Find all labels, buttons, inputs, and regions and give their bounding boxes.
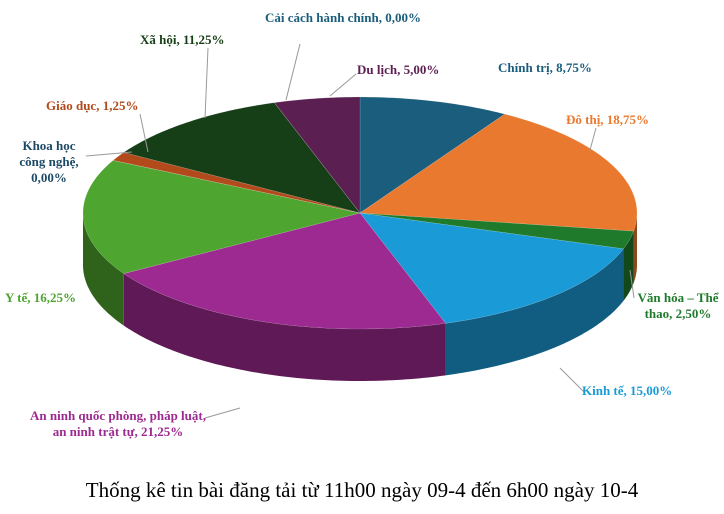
data-label: Cải cách hành chính, 0,00%	[264, 10, 422, 25]
slice-side	[445, 248, 624, 376]
slice-side	[623, 231, 634, 301]
leader-line	[85, 151, 133, 157]
leader-line	[559, 367, 585, 393]
data-label: Văn hóa – Thể thao, 2,50%	[637, 290, 719, 321]
leader-line	[285, 43, 301, 101]
data-label: Đô thị, 18,75%	[566, 112, 650, 127]
slice	[359, 96, 506, 214]
slice-side	[123, 273, 446, 381]
data-label: Khoa học công nghệ, 0,00%	[19, 138, 79, 185]
leader-line	[329, 73, 357, 97]
leader-line	[204, 47, 209, 119]
slice	[359, 212, 634, 250]
data-label: Du lịch, 5,00%	[357, 62, 440, 77]
slice	[273, 96, 361, 214]
chart-title: Thống kê tin bài đăng tải từ 11h00 ngày …	[85, 478, 639, 502]
data-label: Xã hội, 11,25%	[140, 32, 225, 47]
slice	[359, 212, 624, 324]
slice	[123, 212, 447, 330]
data-label: Chính trị, 8,75%	[498, 60, 592, 75]
data-label: Giáo dục, 1,25%	[46, 98, 139, 113]
slice	[123, 102, 361, 214]
slice	[359, 113, 638, 232]
data-label: An ninh quốc phòng, pháp luật, an ninh t…	[30, 408, 206, 439]
slice-side	[633, 213, 637, 284]
leader-line	[139, 113, 149, 153]
data-label: Y tế, 16,25%	[5, 290, 77, 305]
leader-line	[629, 269, 635, 299]
slice-side	[83, 213, 124, 326]
data-label: Kinh tế, 15,00%	[582, 383, 673, 398]
slice	[82, 160, 361, 274]
leader-line	[204, 407, 241, 419]
leader-line	[589, 127, 597, 151]
